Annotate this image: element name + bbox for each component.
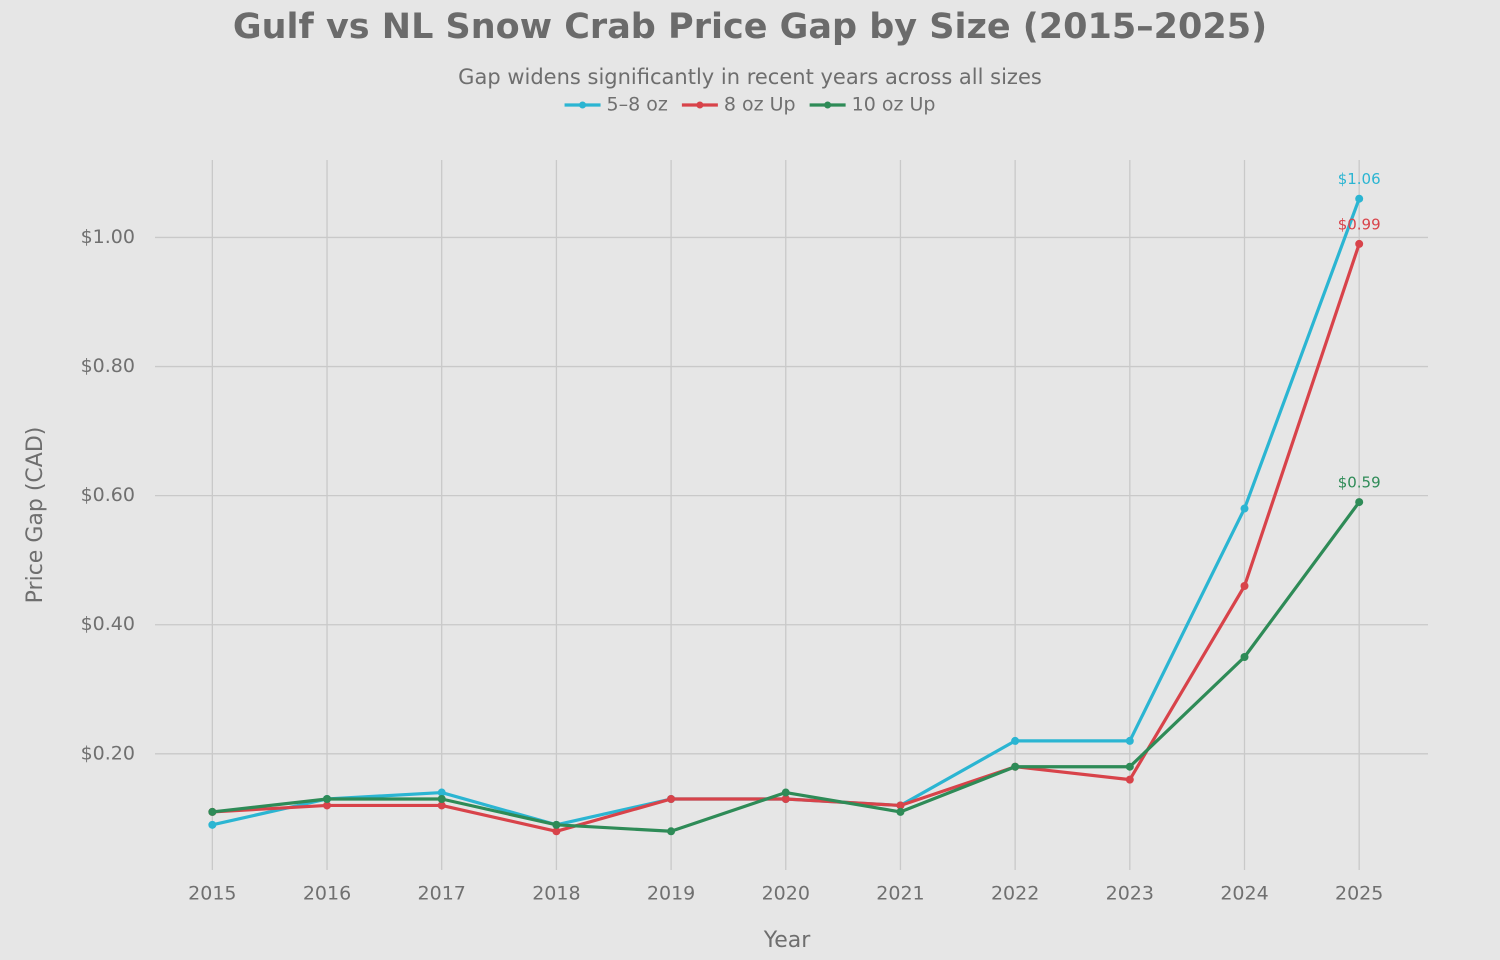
x-tick-label: 2016 xyxy=(303,883,351,905)
x-tick-label: 2024 xyxy=(1220,883,1268,905)
data-point xyxy=(1125,762,1134,771)
data-point xyxy=(1240,653,1249,661)
data-point xyxy=(437,795,446,803)
x-tick-label: 2023 xyxy=(1106,883,1154,905)
data-label: $0.99 xyxy=(1338,215,1381,233)
y-tick-label: $1.00 xyxy=(81,226,135,248)
data-point xyxy=(667,827,676,836)
data-point xyxy=(1240,582,1249,590)
x-tick-label: 2018 xyxy=(532,883,580,905)
chart-subtitle: Gap widens significantly in recent years… xyxy=(458,65,1042,89)
data-label: $0.59 xyxy=(1338,474,1381,492)
data-point xyxy=(1355,498,1364,507)
legend-swatch-dot xyxy=(696,101,704,109)
data-point xyxy=(323,801,332,810)
data-point xyxy=(1355,194,1364,203)
legend-label: 5–8 oz xyxy=(607,94,668,116)
x-tick-label: 2019 xyxy=(647,883,695,905)
x-tick-label: 2015 xyxy=(188,883,236,905)
legend-label: 10 oz Up xyxy=(852,94,936,116)
y-tick-label: $0.20 xyxy=(81,742,135,764)
data-point xyxy=(552,827,561,836)
data-point xyxy=(1125,775,1134,784)
y-tick-label: $0.60 xyxy=(81,484,135,506)
legend-swatch-dot xyxy=(824,101,832,109)
y-tick-label: $0.80 xyxy=(81,355,135,377)
data-point xyxy=(1125,736,1134,745)
data-point xyxy=(437,788,446,797)
data-point xyxy=(1355,239,1364,248)
legend-label: 8 oz Up xyxy=(724,94,796,116)
x-tick-label: 2021 xyxy=(876,883,924,905)
y-tick-label: $0.40 xyxy=(81,613,135,635)
legend: 5–8 oz 8 oz Up 10 oz Up xyxy=(564,94,936,116)
y-axis-title: Price Gap (CAD) xyxy=(23,427,48,604)
data-point xyxy=(208,820,217,829)
data-point xyxy=(323,795,332,803)
legend-swatch-dot xyxy=(579,101,587,109)
x-tick-label: 2025 xyxy=(1335,883,1383,905)
x-tick-label: 2020 xyxy=(762,883,810,905)
data-label: $1.06 xyxy=(1338,170,1381,188)
data-point xyxy=(1240,504,1249,513)
chart-title: Gulf vs NL Snow Crab Price Gap by Size (… xyxy=(233,7,1267,47)
x-tick-label: 2017 xyxy=(418,883,466,905)
data-point xyxy=(1011,762,1020,771)
data-point xyxy=(1011,736,1020,745)
data-point xyxy=(781,788,790,797)
data-point xyxy=(781,795,790,803)
data-point xyxy=(208,807,217,816)
data-point xyxy=(896,807,905,816)
data-point xyxy=(667,795,676,803)
x-tick-label: 2022 xyxy=(991,883,1039,905)
data-point xyxy=(896,801,905,810)
data-point xyxy=(437,801,446,810)
data-point xyxy=(552,820,561,829)
x-axis-title: Year xyxy=(763,928,812,953)
